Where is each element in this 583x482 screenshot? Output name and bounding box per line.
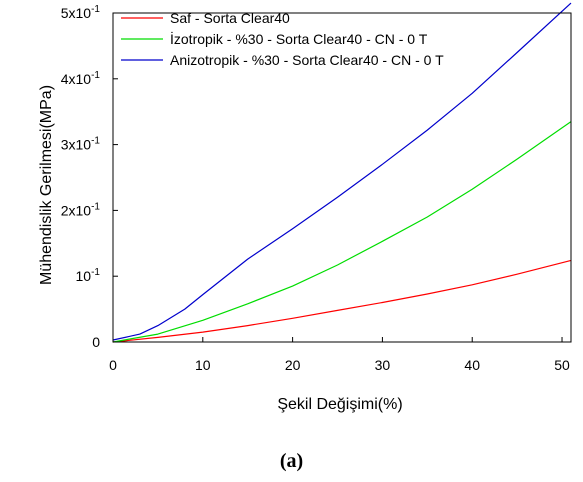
ticks: 0 10 20 30 40 50 0 10-1 2x10-1 3x10-1 4x10-1 5x10-1 xyxy=(61,4,570,373)
y-tick-label: 3x10-1 xyxy=(61,136,101,153)
axes xyxy=(112,12,572,343)
x-tick-label: 10 xyxy=(195,357,211,373)
legend-label-1: Saf - Sorta Clear40 xyxy=(170,10,290,26)
y-axis-label: Mühendislik Gerilmesi(MPa) xyxy=(38,85,55,285)
x-tick-label: 0 xyxy=(109,357,117,373)
y-tick-label: 4x10-1 xyxy=(61,70,101,87)
series-line-2 xyxy=(112,121,572,343)
x-axis-label: Şekil Değişimi(%) xyxy=(277,396,402,413)
plot-area xyxy=(112,2,572,343)
y-tick-label: 2x10-1 xyxy=(61,201,101,218)
y-tick-label: 10-1 xyxy=(76,267,101,284)
legend-label-2: İzotropik - %30 - Sorta Clear40 - CN - 0… xyxy=(170,30,428,47)
series-line-3 xyxy=(112,2,572,341)
x-tick-label: 20 xyxy=(285,357,301,373)
legend-label-3: Anizotropik - %30 - Sorta Clear40 - CN -… xyxy=(170,52,444,68)
figure-caption: (a) xyxy=(279,450,304,472)
y-tick-label: 0 xyxy=(92,334,100,350)
x-tick-label: 50 xyxy=(554,357,570,373)
plot-frame xyxy=(112,12,572,343)
series-line-1 xyxy=(112,259,572,343)
legend: Saf - Sorta Clear40 İzotropik - %30 - Sor… xyxy=(121,10,444,68)
x-tick-label: 40 xyxy=(464,357,480,373)
x-tick-label: 30 xyxy=(375,357,391,373)
y-tick-label: 5x10-1 xyxy=(61,4,101,21)
